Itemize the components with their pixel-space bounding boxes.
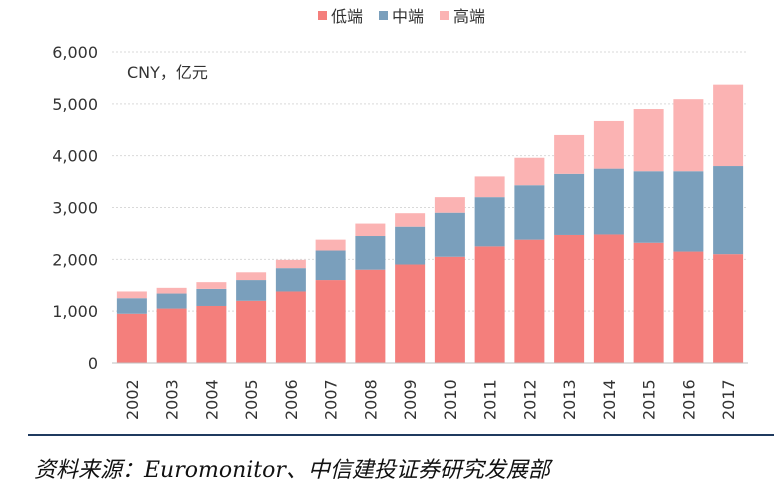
bar-segment-3 <box>474 176 505 198</box>
source-note: 资料来源：Euromonitor、中信建投证券研究发展部 <box>34 458 550 483</box>
x-tick-label: 2006 <box>282 379 301 420</box>
bar-segment-1 <box>395 264 426 363</box>
bar-segment-1 <box>474 246 505 363</box>
x-tick-label: 2017 <box>719 379 738 420</box>
bar-segment-1 <box>156 308 187 363</box>
bar-segment-1 <box>196 305 227 363</box>
bar-segment-3 <box>514 157 545 186</box>
bar-segment-2 <box>633 171 664 243</box>
bar-segment-1 <box>355 269 386 363</box>
x-tick-label: 2005 <box>242 379 261 420</box>
x-tick-label: 2010 <box>441 379 460 420</box>
bar-segment-1 <box>236 300 267 363</box>
bar-segment-2 <box>713 166 744 255</box>
bar-segment-3 <box>633 109 664 172</box>
bar-segment-1 <box>593 234 624 363</box>
bar-segment-1 <box>673 251 704 363</box>
bar-segment-2 <box>673 171 704 252</box>
y-tick-label: 3,000 <box>52 199 98 218</box>
bar-segment-3 <box>236 272 267 281</box>
bar-segment-3 <box>116 291 147 299</box>
x-axis: 2002 2003 2004 2005 2006 2007 2008 2009 2010 2011… <box>112 362 748 420</box>
bar-segment-1 <box>713 254 744 363</box>
bar-segment-2 <box>434 212 465 257</box>
legend: 低端 中端 高端 <box>318 7 485 26</box>
bar-segment-3 <box>673 99 704 172</box>
y-tick-label: 4,000 <box>52 147 98 166</box>
bar-segment-2 <box>355 236 386 270</box>
legend-swatch <box>440 11 449 20</box>
bar-segment-1 <box>116 313 147 363</box>
bar-segment-2 <box>156 293 187 309</box>
bar-segment-3 <box>275 259 306 269</box>
legend-label: 高端 <box>453 7 485 26</box>
bar-segment-2 <box>593 168 624 235</box>
x-tick-label: 2009 <box>401 379 420 420</box>
bar-segment-3 <box>434 197 465 213</box>
bars <box>116 84 744 363</box>
bar-segment-2 <box>196 288 227 306</box>
x-tick-label: 2013 <box>560 379 579 420</box>
bar-segment-2 <box>275 268 306 292</box>
unit-label: CNY，亿元 <box>127 63 208 82</box>
x-tick-label: 2004 <box>202 379 221 420</box>
bar-segment-2 <box>474 197 505 247</box>
x-tick-label: 2014 <box>600 379 619 420</box>
legend-label: 低端 <box>331 7 363 26</box>
x-tick-label: 2002 <box>123 379 142 420</box>
x-tick-label: 2015 <box>640 379 659 420</box>
bar-segment-3 <box>315 239 346 251</box>
stacked-bar-chart: 低端 中端 高端 0 1,000 2,000 3,000 4,000 5,000 6,000 2… <box>52 7 748 420</box>
bar-segment-2 <box>236 280 267 301</box>
bar-segment-2 <box>116 298 147 314</box>
bar-segment-2 <box>315 250 346 281</box>
bar-segment-1 <box>275 291 306 363</box>
bar-segment-3 <box>196 282 227 289</box>
bar-segment-2 <box>514 185 545 240</box>
bar-segment-3 <box>395 213 426 227</box>
bar-segment-1 <box>633 242 664 363</box>
x-tick-label: 2008 <box>361 379 380 420</box>
bar-segment-2 <box>554 173 585 235</box>
bar-segment-1 <box>514 239 545 363</box>
bar-segment-1 <box>434 256 465 363</box>
bar-segment-3 <box>554 134 585 174</box>
x-tick-label: 2011 <box>481 379 500 420</box>
footer-divider <box>28 434 774 436</box>
x-tick-label: 2007 <box>322 379 341 420</box>
y-tick-label: 5,000 <box>52 95 98 114</box>
legend-label: 中端 <box>392 7 424 26</box>
bar-segment-1 <box>315 280 346 363</box>
legend-swatch <box>318 11 327 20</box>
x-tick-label: 2003 <box>163 379 182 420</box>
x-tick-label: 2016 <box>679 379 698 420</box>
bar-segment-3 <box>593 120 624 169</box>
bar-segment-1 <box>554 234 585 363</box>
x-tick-label: 2012 <box>520 379 539 420</box>
y-tick-label: 1,000 <box>52 302 98 321</box>
bar-segment-3 <box>355 223 386 237</box>
y-tick-label: 2,000 <box>52 250 98 269</box>
bar-segment-3 <box>156 287 187 294</box>
y-tick-label: 0 <box>88 354 98 373</box>
y-tick-label: 6,000 <box>52 43 98 62</box>
bar-segment-2 <box>395 226 426 265</box>
bar-segment-3 <box>713 84 744 167</box>
y-axis: 0 1,000 2,000 3,000 4,000 5,000 6,000 <box>52 43 98 373</box>
legend-swatch <box>379 11 388 20</box>
